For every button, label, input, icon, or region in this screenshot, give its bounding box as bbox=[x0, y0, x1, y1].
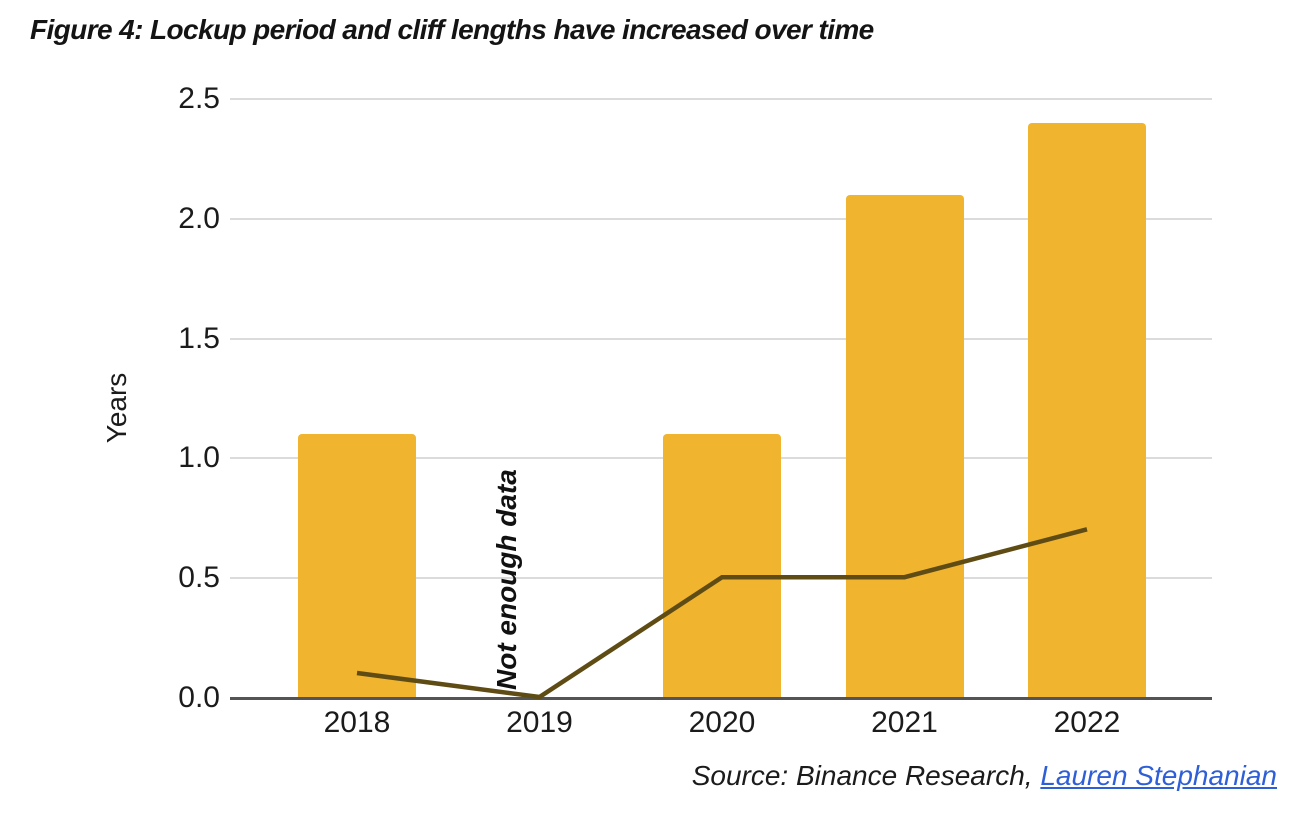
bar-2018 bbox=[298, 434, 416, 698]
figure-title: Figure 4: Lockup period and cliff length… bbox=[30, 14, 874, 45]
y-tick-label-1.5: 1.5 bbox=[178, 321, 220, 355]
y-tick-label-2.5: 2.5 bbox=[178, 82, 220, 115]
x-tick-label-2018: 2018 bbox=[323, 706, 391, 739]
x-tick-label-2021: 2021 bbox=[871, 706, 938, 739]
y-tick-label-0.0: 0.0 bbox=[178, 681, 220, 714]
y-tick-label-2.0: 2.0 bbox=[178, 201, 220, 235]
x-tick-label-2020: 2020 bbox=[688, 706, 756, 739]
bar-2021 bbox=[845, 194, 964, 698]
source-caption-text: Source: Binance Research, bbox=[691, 760, 1041, 791]
annotation-not-enough-data: Not enough data bbox=[491, 469, 522, 690]
bar-2022 bbox=[1028, 122, 1146, 698]
gridline-2.0 bbox=[230, 217, 1212, 220]
y-tick-label-0.5: 0.5 bbox=[178, 561, 220, 595]
y-tick-label-1.0: 1.0 bbox=[178, 441, 220, 475]
x-axis-line bbox=[230, 697, 1212, 700]
gridline-2.5 bbox=[230, 98, 1212, 100]
source-caption: Source: Binance Research, Lauren Stephan… bbox=[692, 760, 1277, 792]
bar-2020 bbox=[663, 434, 781, 698]
y-axis-title: Years bbox=[101, 372, 132, 444]
x-tick-label-2019: 2019 bbox=[506, 706, 573, 739]
gridline-1.5 bbox=[230, 337, 1212, 340]
source-author-link[interactable]: Lauren Stephanian bbox=[1040, 760, 1277, 791]
x-tick-label-2022: 2022 bbox=[1053, 706, 1121, 739]
